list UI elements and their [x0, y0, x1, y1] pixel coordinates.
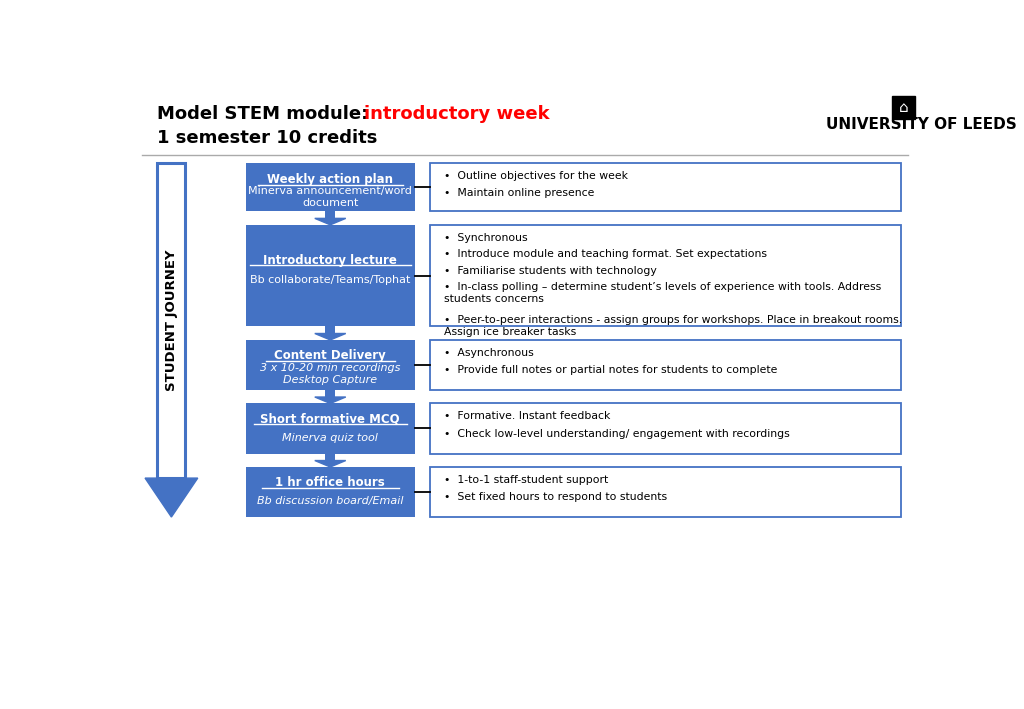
Text: •  Synchronous: • Synchronous	[444, 233, 527, 242]
Polygon shape	[314, 397, 346, 403]
Text: •  Outline objectives for the week: • Outline objectives for the week	[444, 171, 628, 181]
Text: •  Set fixed hours to respond to students: • Set fixed hours to respond to students	[444, 493, 668, 503]
FancyBboxPatch shape	[430, 403, 901, 454]
Text: •  Maintain online presence: • Maintain online presence	[444, 189, 595, 199]
FancyBboxPatch shape	[246, 403, 415, 454]
Text: •  Asynchronous: • Asynchronous	[444, 347, 534, 357]
Text: •  In-class polling – determine student’s levels of experience with tools. Addre: • In-class polling – determine student’s…	[444, 282, 882, 303]
Text: •  Check low-level understanding/ engagement with recordings: • Check low-level understanding/ engagem…	[444, 429, 790, 439]
Text: Bb discussion board/Email: Bb discussion board/Email	[257, 496, 403, 506]
Text: STUDENT JOURNEY: STUDENT JOURNEY	[165, 250, 178, 391]
Text: introductory week: introductory week	[365, 104, 550, 123]
Text: Minerva quiz tool: Minerva quiz tool	[283, 432, 378, 442]
Text: ⌂: ⌂	[899, 100, 908, 115]
FancyBboxPatch shape	[326, 390, 335, 397]
Polygon shape	[314, 218, 346, 225]
Text: 3 x 10-20 min recordings
Desktop Capture: 3 x 10-20 min recordings Desktop Capture	[260, 364, 400, 385]
Text: UNIVERSITY OF LEEDS: UNIVERSITY OF LEEDS	[825, 117, 1016, 132]
FancyBboxPatch shape	[246, 225, 415, 326]
Text: Bb collaborate/Teams/Tophat: Bb collaborate/Teams/Tophat	[250, 275, 411, 285]
Text: Content Delivery: Content Delivery	[274, 350, 386, 362]
Polygon shape	[314, 461, 346, 467]
FancyBboxPatch shape	[326, 211, 335, 218]
Text: 1 hr office hours: 1 hr office hours	[275, 476, 385, 489]
FancyBboxPatch shape	[246, 467, 415, 517]
FancyBboxPatch shape	[246, 163, 415, 211]
Polygon shape	[314, 333, 346, 340]
FancyBboxPatch shape	[892, 96, 915, 119]
Text: •  1-to-1 staff-student support: • 1-to-1 staff-student support	[444, 475, 608, 485]
FancyBboxPatch shape	[430, 340, 901, 390]
FancyBboxPatch shape	[158, 163, 185, 478]
Text: •  Familiarise students with technology: • Familiarise students with technology	[444, 266, 657, 276]
FancyBboxPatch shape	[326, 326, 335, 333]
Text: •  Introduce module and teaching format. Set expectations: • Introduce module and teaching format. …	[444, 249, 767, 259]
Text: Introductory lecture: Introductory lecture	[263, 254, 397, 267]
FancyBboxPatch shape	[430, 163, 901, 211]
Text: Short formative MCQ: Short formative MCQ	[260, 413, 400, 426]
Text: •  Provide full notes or partial notes for students to complete: • Provide full notes or partial notes fo…	[444, 365, 777, 375]
Text: 1 semester 10 credits: 1 semester 10 credits	[158, 129, 378, 147]
FancyBboxPatch shape	[430, 467, 901, 517]
Text: Minerva announcement/word
document: Minerva announcement/word document	[249, 186, 413, 208]
Text: •  Formative. Instant feedback: • Formative. Instant feedback	[444, 411, 610, 421]
Polygon shape	[145, 478, 198, 517]
Text: Weekly action plan: Weekly action plan	[267, 173, 393, 186]
FancyBboxPatch shape	[246, 340, 415, 390]
FancyBboxPatch shape	[430, 225, 901, 326]
FancyBboxPatch shape	[326, 454, 335, 461]
Text: •  Peer-to-peer interactions - assign groups for workshops. Place in breakout ro: • Peer-to-peer interactions - assign gro…	[444, 316, 902, 337]
Text: Model STEM module:: Model STEM module:	[158, 104, 375, 123]
